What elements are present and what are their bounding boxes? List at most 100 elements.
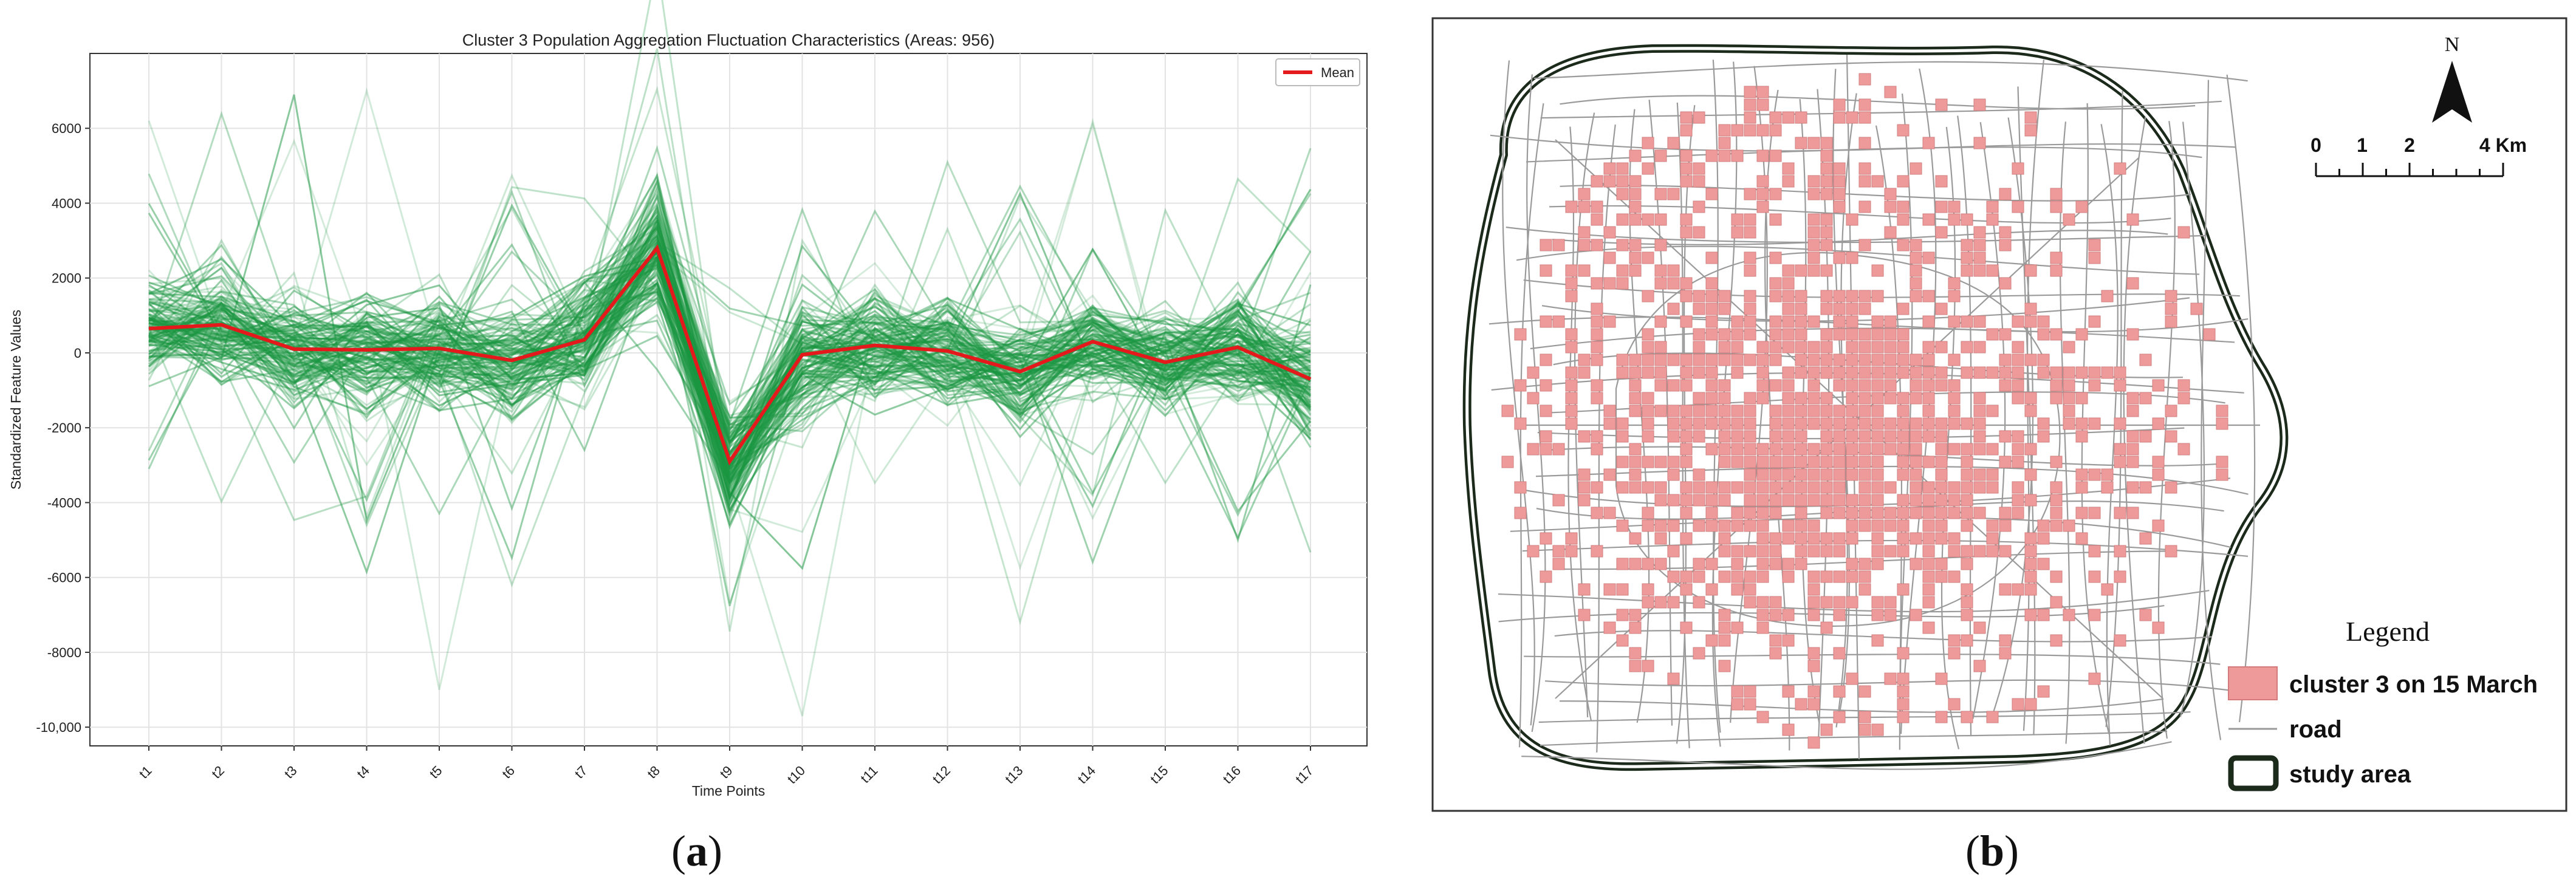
cluster-cell [1603,162,1616,175]
area-series-line [148,226,1311,432]
cluster-cell [1910,456,1922,468]
cluster-cell [2037,685,2050,698]
cluster-cell [1973,481,1986,494]
cluster-cell [1922,417,1935,430]
cluster-cell [1973,137,1986,149]
area-series-line [148,262,1311,626]
cluster-cell [1807,379,1820,392]
cluster-cell [1565,328,1578,341]
cluster-cell [1680,507,1693,519]
cluster-cell [1833,366,1846,379]
cluster-cell [2012,353,2024,366]
cluster-cell [1961,315,1973,328]
cluster-cell [2063,379,2075,392]
cluster-cell [1922,213,1935,226]
cluster-cell [1884,328,1897,341]
cluster-cell [1731,124,1744,137]
cluster-cell [1501,405,1514,417]
cluster-cell [1603,226,1616,239]
cluster-cell [1820,494,1833,507]
cluster-cell [1667,405,1680,417]
cluster-cell [1744,392,1756,405]
cluster-cell [1858,353,1871,366]
cluster-cell [1820,175,1833,188]
cluster-cell [1897,519,1910,532]
individual-series-lines [148,0,1312,717]
cluster-cell [1820,596,1833,609]
cluster-cell [1820,328,1833,341]
cluster-cell [2037,609,2050,621]
cluster-cell [1986,481,1999,494]
area-series-line [148,262,1311,528]
cluster-cell [1935,175,1948,188]
cluster-cell [1820,213,1833,226]
cluster-cell [2075,532,2088,545]
area-series-line [148,256,1311,477]
north-label: N [2445,33,2460,56]
cluster-cell [1986,468,1999,481]
cluster-cell [1693,417,1705,430]
cluster-cell [1858,583,1871,596]
cluster-cell [1591,379,1603,392]
cluster-cell [1680,226,1693,239]
area-series-outlier [148,250,1311,690]
area-series-line [148,259,1311,482]
road [1526,146,2202,163]
cluster-cell [1565,277,1578,290]
cluster-cell [1718,137,1731,149]
cluster-cell [1820,621,1833,634]
cluster-cell [1910,468,1922,481]
cluster-cell [1756,175,1769,188]
cluster-cell [1922,392,1935,405]
cluster-cell [1973,341,1986,353]
cluster-cell [1744,328,1756,341]
cluster-cell [2139,609,2152,621]
cluster-cell [1922,379,1935,392]
cluster-cell [1871,532,1884,545]
cluster-cell [1833,609,1846,621]
cluster-cell [1769,634,1782,647]
cluster-cell [1999,583,2012,596]
cluster-cell [1973,443,1986,456]
cluster-cell [1705,481,1718,494]
cluster-cell [2152,379,2165,392]
cluster-cell [1540,353,1552,366]
cluster-cell [1654,315,1667,328]
cluster-cell [1693,353,1705,366]
cluster-cell [1642,430,1654,443]
cluster-cell [1629,188,1642,200]
road [1524,654,2221,665]
cluster-cell [1693,226,1705,239]
cluster-cell [1935,570,1948,583]
cluster-cell [1591,353,1603,366]
cluster-cell [1897,456,1910,468]
cluster-cell [2114,570,2126,583]
cluster-cell [1795,392,1807,405]
cluster-cell [1948,213,1961,226]
cluster-cell [1642,558,1654,570]
cluster-cell [1961,481,1973,494]
cluster-cell [1846,417,1858,430]
cluster-cell [1629,366,1642,379]
cluster-cell [1820,162,1833,175]
cluster-cell [2037,366,2050,379]
cluster-cell [1731,213,1744,226]
cluster-cell [1654,213,1667,226]
cluster-cell [1871,341,1884,353]
cluster-cell [2152,519,2165,532]
cluster-cell [1756,532,1769,545]
cluster-cell [1961,468,1973,481]
cluster-cell [1642,456,1654,468]
cluster-cell [1846,302,1858,315]
cluster-cell [2114,379,2126,392]
cluster-cell [1654,456,1667,468]
cluster-cell [1999,226,2012,239]
cluster-cell [1693,200,1705,213]
road [2201,80,2222,740]
cluster-cell [1935,468,1948,481]
cluster-cell [1795,353,1807,366]
cluster-cell [1705,583,1718,596]
cluster-cell [1999,634,2012,647]
cluster-cell [1858,302,1871,315]
cluster-cell [1680,417,1693,430]
